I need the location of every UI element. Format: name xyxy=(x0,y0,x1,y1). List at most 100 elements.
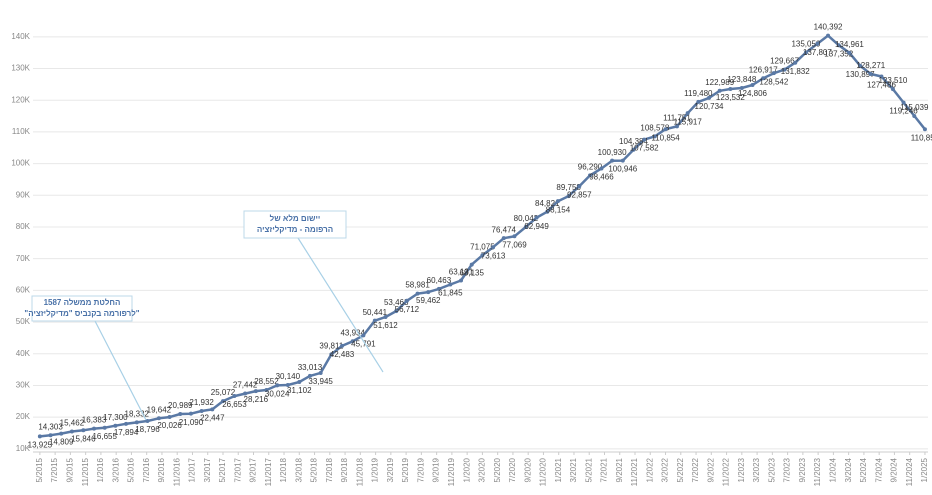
point xyxy=(415,291,420,296)
data-label: 119,246 xyxy=(889,107,918,116)
data-label: 14,809 xyxy=(49,438,74,447)
data-label: 115,917 xyxy=(673,117,702,126)
data-label: 135,050 xyxy=(791,40,820,49)
x-tick-label: 3/2023 xyxy=(752,457,761,482)
data-label: 30,140 xyxy=(276,372,301,381)
data-label: 16,383 xyxy=(82,416,107,425)
data-label: 77,069 xyxy=(502,240,527,249)
data-label: 111,751 xyxy=(663,113,691,122)
data-label: 28,216 xyxy=(244,395,269,404)
data-label: 30,024 xyxy=(265,389,290,398)
y-tick-label: 130K xyxy=(11,64,30,73)
y-tick-label: 10K xyxy=(16,444,31,453)
data-label: 27,442 xyxy=(233,381,258,390)
x-tick-label: 7/2018 xyxy=(325,457,334,482)
point xyxy=(469,262,474,267)
point xyxy=(134,420,139,425)
x-tick-label: 1/2017 xyxy=(188,457,197,482)
x-tick-label: 11/2017 xyxy=(264,457,273,486)
data-label: 115,039 xyxy=(900,103,929,112)
x-tick-label: 5/2017 xyxy=(218,457,227,482)
point xyxy=(545,209,550,214)
x-tick-label: 3/2024 xyxy=(844,457,853,482)
point xyxy=(631,147,636,152)
point xyxy=(750,82,755,87)
point xyxy=(599,166,604,171)
x-tick-label: 7/2016 xyxy=(142,457,151,482)
data-label: 88,154 xyxy=(546,205,571,214)
point xyxy=(480,253,485,258)
data-label: 104,384 xyxy=(619,137,648,146)
point xyxy=(696,99,701,104)
x-tick-label: 5/2018 xyxy=(310,457,319,482)
point xyxy=(620,158,625,163)
point xyxy=(663,127,668,132)
point xyxy=(491,245,496,250)
data-label: 50,441 xyxy=(363,308,388,317)
y-tick-label: 30K xyxy=(16,381,31,390)
data-label: 21,932 xyxy=(189,398,214,407)
data-label: 126,917 xyxy=(749,65,778,74)
x-tick-label: 3/2022 xyxy=(661,457,670,482)
point xyxy=(512,234,517,239)
x-tick-label: 1/2019 xyxy=(371,457,380,482)
point xyxy=(587,173,592,178)
x-tick-label: 3/2018 xyxy=(294,457,303,482)
point xyxy=(81,428,86,433)
data-label: 14,303 xyxy=(38,422,63,431)
data-label: 68,135 xyxy=(459,269,484,278)
x-tick-label: 3/2019 xyxy=(386,457,395,482)
data-label: 21,090 xyxy=(179,418,204,427)
point xyxy=(220,399,225,404)
point xyxy=(361,333,366,338)
point xyxy=(253,389,258,394)
point xyxy=(879,74,884,79)
data-label: 134,961 xyxy=(835,40,864,49)
data-label: 56,712 xyxy=(395,305,420,314)
point xyxy=(728,87,733,92)
point xyxy=(448,282,453,287)
data-label: 82,949 xyxy=(524,222,549,231)
leader-line xyxy=(297,237,384,373)
x-tick-label: 1/2024 xyxy=(828,457,837,482)
point xyxy=(404,298,409,303)
x-tick-label: 9/2023 xyxy=(798,457,807,482)
point xyxy=(858,63,863,68)
x-tick-label: 9/2016 xyxy=(157,457,166,482)
point xyxy=(577,184,582,189)
data-label: 127,486 xyxy=(867,81,896,90)
x-tick-label: 5/2020 xyxy=(493,457,502,482)
y-tick-label: 140K xyxy=(11,32,30,41)
point xyxy=(803,50,808,55)
data-label: 100,946 xyxy=(608,165,637,174)
x-tick-label: 11/2022 xyxy=(722,457,731,486)
x-tick-label: 7/2022 xyxy=(691,457,700,482)
point xyxy=(815,41,820,46)
data-label: 119,480 xyxy=(684,89,713,98)
data-label: 140,392 xyxy=(814,23,843,32)
annotation: החלטת ממשלה 1587 "לרפורמה בקנביס "מדיקלי… xyxy=(24,295,147,421)
y-tick-label: 50K xyxy=(16,317,31,326)
point xyxy=(922,127,927,132)
x-tick-label: 9/2024 xyxy=(890,457,899,482)
point xyxy=(372,318,377,323)
data-label: 131,832 xyxy=(781,67,810,76)
point xyxy=(307,373,312,378)
point xyxy=(210,407,215,412)
leader-line xyxy=(94,320,147,421)
y-tick-label: 100K xyxy=(11,159,30,168)
data-label: 20,989 xyxy=(168,401,193,410)
point xyxy=(610,158,615,163)
data-label: 25,072 xyxy=(211,388,236,397)
x-tick-label: 5/2024 xyxy=(859,457,868,482)
data-label: 110,856 xyxy=(911,133,932,142)
point xyxy=(826,33,831,38)
data-label: 124,806 xyxy=(738,89,767,98)
data-label: 137,807 xyxy=(803,48,832,57)
x-tick-label: 5/2023 xyxy=(767,457,776,482)
x-tick-label: 11/2024 xyxy=(905,457,914,486)
annotation-text: החלטת ממשלה 1587 xyxy=(44,298,121,307)
y-tick-label: 60K xyxy=(16,285,31,294)
point xyxy=(836,43,841,48)
